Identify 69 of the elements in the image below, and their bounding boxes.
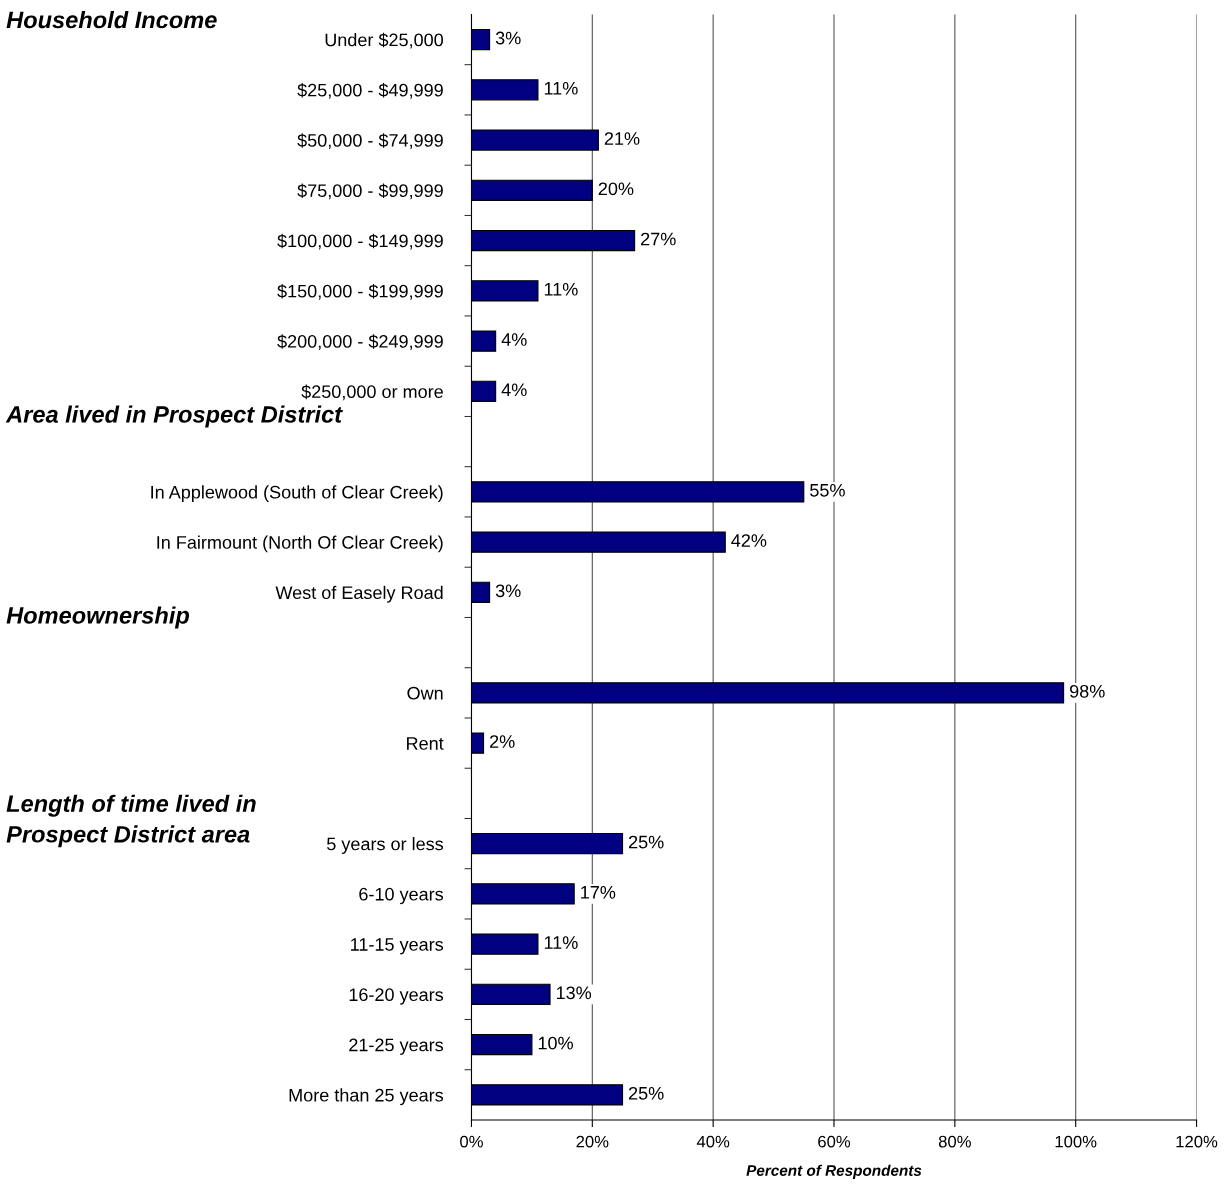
data-label: 11%: [544, 282, 578, 296]
bar: [471, 883, 575, 905]
x-tick-label: 40%: [696, 1135, 730, 1148]
y-tick-label: $200,000 - $249,999: [277, 334, 443, 350]
x-axis-title: Percent of Respondents: [746, 1164, 922, 1179]
x-tick-label: 0%: [460, 1135, 483, 1148]
y-tick-label: West of Easely Road: [275, 585, 443, 603]
bar: [471, 380, 497, 402]
data-label: 25%: [628, 1086, 664, 1100]
y-tick-label: $75,000 - $99,999: [297, 183, 443, 200]
bar: [471, 732, 485, 754]
data-label: 11%: [544, 81, 578, 95]
y-tick-label: 16-20 years: [349, 988, 444, 1005]
bar: [471, 1034, 533, 1056]
y-tick-label: 5 years or less: [327, 837, 444, 854]
x-tick-label: 100%: [1055, 1135, 1097, 1148]
data-label: 17%: [581, 886, 616, 899]
bar: [471, 983, 551, 1005]
data-label: 13%: [556, 986, 592, 1000]
data-label: 27%: [641, 232, 676, 246]
data-label: 21%: [604, 132, 640, 145]
data-label: 55%: [810, 483, 845, 497]
y-tick-label: Under $25,000: [325, 32, 443, 49]
y-tick-label: Own: [407, 686, 443, 700]
y-tick-label: $150,000 - $199,999: [277, 284, 443, 300]
y-tick-label: 21-25 years: [349, 1038, 444, 1055]
bar: [471, 1084, 624, 1106]
data-label: 10%: [538, 1036, 573, 1050]
x-tick-label: 120%: [1176, 1135, 1218, 1148]
y-tick-label: More than 25 years: [289, 1088, 444, 1106]
bar: [471, 933, 539, 955]
data-label: 42%: [731, 534, 767, 547]
bar: [471, 79, 539, 101]
data-label: 20%: [598, 182, 634, 196]
y-tick-label: $100,000 - $149,999: [277, 233, 443, 250]
bar: [471, 28, 491, 51]
data-label: 25%: [628, 835, 664, 849]
text: Length of time lived in Prospect District area: [6, 794, 256, 848]
bar: [471, 129, 599, 151]
bar: [471, 330, 497, 352]
data-label: 11%: [544, 936, 578, 949]
bar: [471, 832, 624, 855]
bar: [471, 481, 805, 503]
x-tick-label: 60%: [818, 1135, 851, 1148]
y-tick-label: In Fairmount (North Of Clear Creek): [157, 535, 443, 553]
bar: [471, 682, 1065, 704]
y-tick-label: 11-15 years: [351, 938, 444, 955]
bar: [471, 229, 636, 252]
data-label: 98%: [1070, 684, 1105, 698]
text: Household Income: [6, 10, 217, 29]
y-tick-label: 6-10 years: [359, 887, 444, 905]
x-tick-label: 20%: [576, 1135, 609, 1148]
y-tick-label: $250,000 or more: [301, 384, 443, 401]
x-tick-label: 80%: [938, 1135, 971, 1148]
text: Homeownership: [6, 606, 190, 629]
y-tick-label: $25,000 - $49,999: [297, 82, 443, 99]
data-label: 4%: [501, 333, 527, 346]
bar: [471, 179, 593, 201]
y-tick-label: Rent: [407, 737, 444, 750]
y-tick-label: In Applewood (South of Clear Creek): [151, 485, 443, 503]
bar: [471, 581, 491, 603]
y-tick-label: $50,000 - $74,999: [297, 133, 443, 149]
text: Area lived in Prospect District: [5, 405, 343, 428]
data-label: 3%: [495, 31, 521, 45]
data-label: 2%: [490, 735, 515, 748]
bar: [471, 280, 539, 302]
data-label: 4%: [501, 383, 527, 397]
data-label: 3%: [495, 584, 521, 598]
bar: [471, 531, 726, 553]
